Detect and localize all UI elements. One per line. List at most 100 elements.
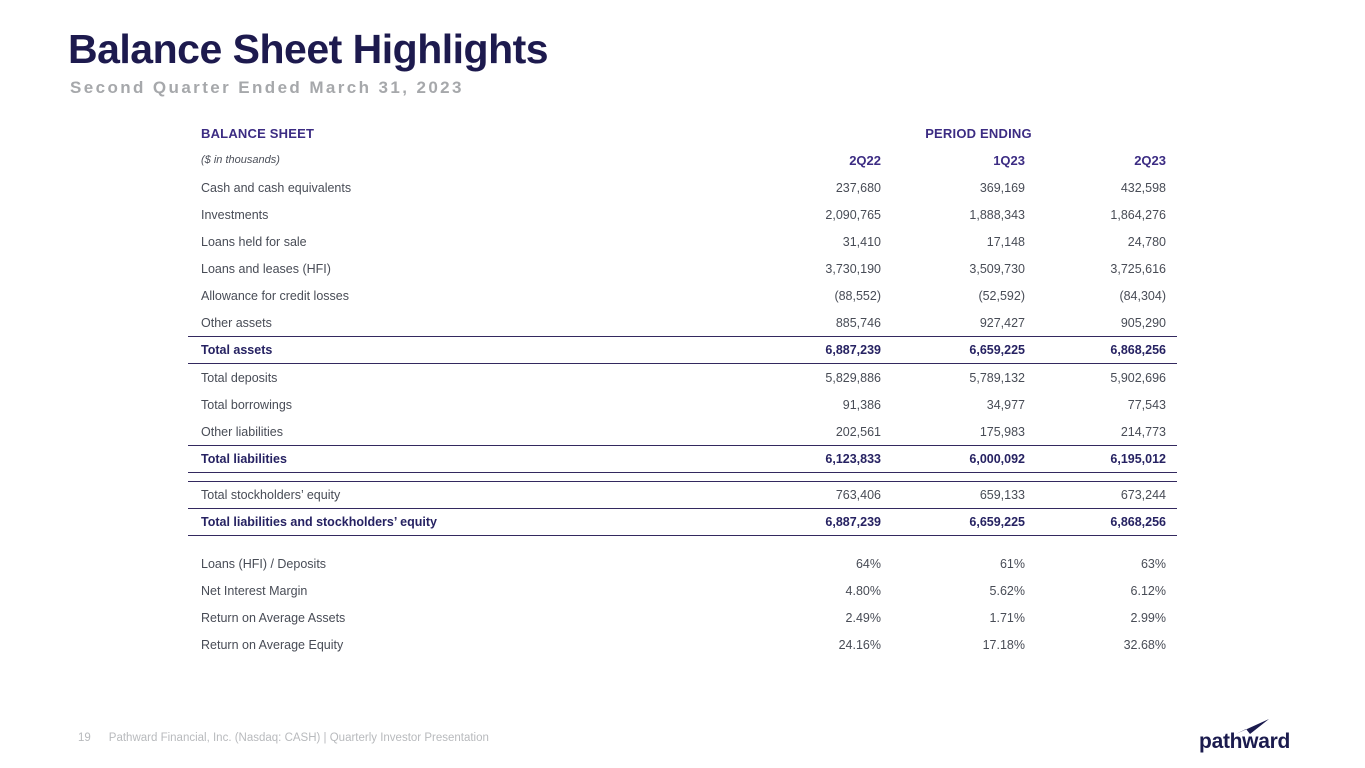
row-value: 6,195,012 xyxy=(1110,452,1166,466)
column-header-2q22: 2Q22 xyxy=(849,152,881,168)
row-value: 77,543 xyxy=(1127,397,1166,412)
row-value: 763,406 xyxy=(835,488,881,502)
row-value: 369,169 xyxy=(979,180,1025,195)
period-ending-header: PERIOD ENDING xyxy=(925,125,1032,141)
row-value: 4.80% xyxy=(845,583,881,598)
row-value: 17.18% xyxy=(982,637,1025,652)
row-value: (84,304) xyxy=(1119,288,1166,303)
row-total-borrowings: Total borrowings 91,386 34,977 77,543 xyxy=(188,391,1177,418)
row-value: 432,598 xyxy=(1120,180,1166,195)
row-value: 5.62% xyxy=(989,583,1025,598)
logo-wordmark: pathward xyxy=(1199,730,1290,753)
row-cash-and-cash-equivalents: Cash and cash equivalents 237,680 369,16… xyxy=(188,174,1177,201)
section-gap xyxy=(188,473,1177,481)
page-number: 19 xyxy=(78,732,91,744)
row-value: 237,680 xyxy=(835,180,881,195)
row-return-on-average-assets: Return on Average Assets 2.49% 1.71% 2.9… xyxy=(188,604,1177,631)
row-value: 1,864,276 xyxy=(1110,207,1166,222)
row-loans-hfi-deposits: Loans (HFI) / Deposits 64% 61% 63% xyxy=(188,550,1177,577)
row-loans-and-leases-hfi: Loans and leases (HFI) 3,730,190 3,509,7… xyxy=(188,255,1177,282)
row-label: Loans held for sale xyxy=(201,234,307,249)
row-value: 34,977 xyxy=(986,397,1025,412)
row-other-assets: Other assets 885,746 927,427 905,290 xyxy=(188,309,1177,336)
unit-note: ($ in thousands) xyxy=(201,154,280,166)
section-header: BALANCE SHEET xyxy=(201,125,315,141)
row-label: Other assets xyxy=(201,315,272,330)
row-value: 885,746 xyxy=(835,315,881,330)
row-value: 6,659,225 xyxy=(969,343,1025,357)
row-value: 6.12% xyxy=(1130,583,1166,598)
row-label: Total deposits xyxy=(201,370,278,385)
row-total-assets: Total assets 6,887,239 6,659,225 6,868,2… xyxy=(188,336,1177,364)
row-value: (88,552) xyxy=(834,288,881,303)
row-value: 202,561 xyxy=(835,424,881,439)
row-label: Loans (HFI) / Deposits xyxy=(201,556,327,571)
row-value: (52,592) xyxy=(978,288,1025,303)
row-value: 31,410 xyxy=(842,234,881,249)
row-value: 64% xyxy=(855,556,881,571)
row-label: Total liabilities and stockholders’ equi… xyxy=(201,515,437,529)
row-value: 6,868,256 xyxy=(1110,343,1166,357)
row-value: 3,725,616 xyxy=(1110,261,1166,276)
row-value: 6,887,239 xyxy=(825,515,881,529)
row-label: Cash and cash equivalents xyxy=(201,180,352,195)
row-value: 1,888,343 xyxy=(969,207,1025,222)
row-total-liabilities-and-stockholders-equity: Total liabilities and stockholders’ equi… xyxy=(188,508,1177,536)
row-value: 32.68% xyxy=(1123,637,1166,652)
row-value: 2.49% xyxy=(845,610,881,625)
column-header-2q23: 2Q23 xyxy=(1134,152,1166,168)
row-value: 3,730,190 xyxy=(825,261,881,276)
row-loans-held-for-sale: Loans held for sale 31,410 17,148 24,780 xyxy=(188,228,1177,255)
row-value: 91,386 xyxy=(842,397,881,412)
footer-text: Pathward Financial, Inc. (Nasdaq: CASH) … xyxy=(108,732,489,744)
row-value: 3,509,730 xyxy=(969,261,1025,276)
row-value: 1.71% xyxy=(989,610,1025,625)
row-value: 905,290 xyxy=(1120,315,1166,330)
row-label: Return on Average Assets xyxy=(201,610,346,625)
row-label: Net Interest Margin xyxy=(201,583,308,598)
row-value: 5,902,696 xyxy=(1110,370,1166,385)
row-total-deposits: Total deposits 5,829,886 5,789,132 5,902… xyxy=(188,364,1177,391)
row-label: Allowance for credit losses xyxy=(201,288,349,303)
row-label: Total stockholders’ equity xyxy=(201,488,341,502)
row-value: 24,780 xyxy=(1127,234,1166,249)
row-value: 61% xyxy=(999,556,1025,571)
row-label: Return on Average Equity xyxy=(201,637,344,652)
row-value: 673,244 xyxy=(1120,488,1166,502)
row-total-stockholders-equity: Total stockholders’ equity 763,406 659,1… xyxy=(188,481,1177,508)
table-header-row: BALANCE SHEET PERIOD ENDING xyxy=(188,120,1177,146)
row-net-interest-margin: Net Interest Margin 4.80% 5.62% 6.12% xyxy=(188,577,1177,604)
row-value: 5,789,132 xyxy=(969,370,1025,385)
row-value: 927,427 xyxy=(979,315,1025,330)
row-value: 6,000,092 xyxy=(969,452,1025,466)
row-value: 17,148 xyxy=(986,234,1025,249)
row-label: Loans and leases (HFI) xyxy=(201,261,331,276)
page-title: Balance Sheet Highlights xyxy=(68,26,549,72)
row-value: 6,868,256 xyxy=(1110,515,1166,529)
row-value: 6,659,225 xyxy=(969,515,1025,529)
row-label: Total liabilities xyxy=(201,452,287,466)
pathward-logo: pathward xyxy=(1199,719,1290,760)
row-other-liabilities: Other liabilities 202,561 175,983 214,77… xyxy=(188,418,1177,445)
row-label: Total assets xyxy=(201,343,273,357)
row-value: 24.16% xyxy=(838,637,881,652)
row-allowance-for-credit-losses: Allowance for credit losses (88,552) (52… xyxy=(188,282,1177,309)
row-value: 2,090,765 xyxy=(825,207,881,222)
row-label: Total borrowings xyxy=(201,397,293,412)
row-value: 6,887,239 xyxy=(825,343,881,357)
row-value: 214,773 xyxy=(1120,424,1166,439)
balance-sheet-table: BALANCE SHEET PERIOD ENDING ($ in thousa… xyxy=(188,120,1177,658)
column-header-1q23: 1Q23 xyxy=(993,152,1025,168)
row-value: 5,829,886 xyxy=(825,370,881,385)
row-value: 63% xyxy=(1140,556,1166,571)
pathward-arrow-icon xyxy=(1236,719,1269,734)
row-value: 2.99% xyxy=(1130,610,1166,625)
column-header-row: ($ in thousands) 2Q22 1Q23 2Q23 xyxy=(188,146,1177,174)
row-value: 6,123,833 xyxy=(825,452,881,466)
page-subtitle: Second Quarter Ended March 31, 2023 xyxy=(70,78,464,97)
row-investments: Investments 2,090,765 1,888,343 1,864,27… xyxy=(188,201,1177,228)
row-value: 175,983 xyxy=(979,424,1025,439)
row-return-on-average-equity: Return on Average Equity 24.16% 17.18% 3… xyxy=(188,631,1177,658)
row-label: Other liabilities xyxy=(201,424,283,439)
